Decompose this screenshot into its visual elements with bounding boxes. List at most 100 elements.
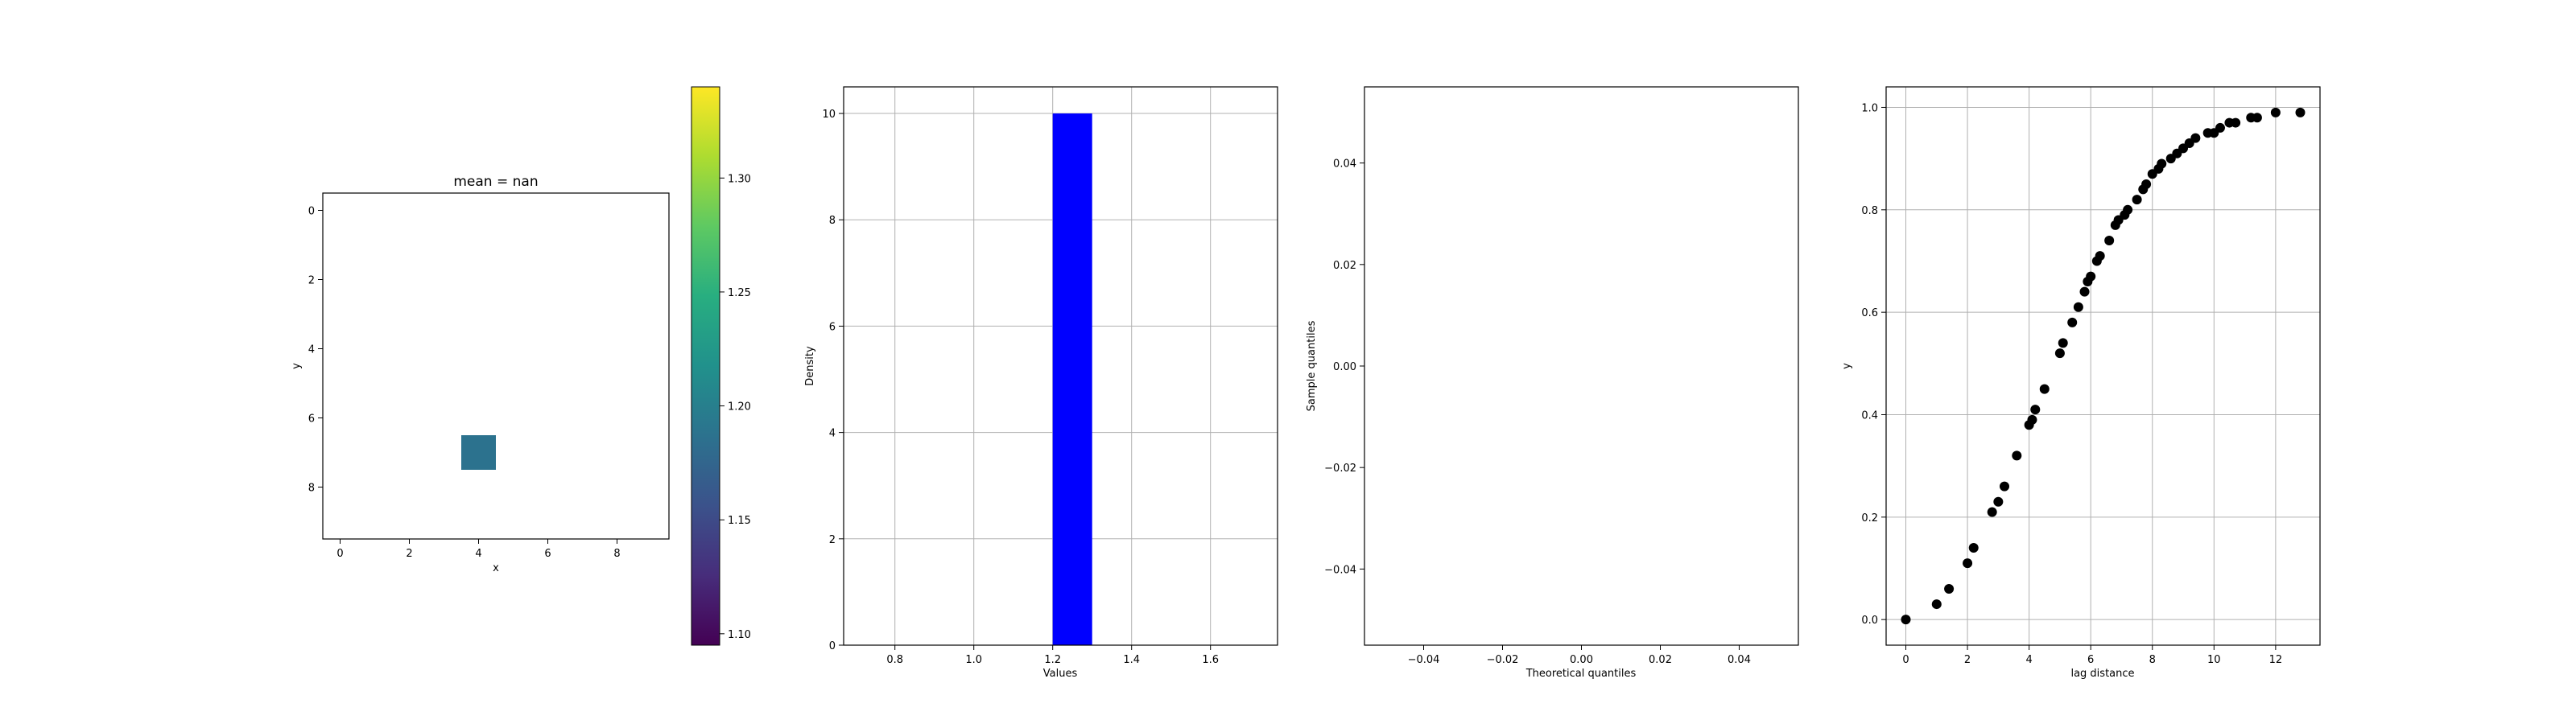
lag-scatter-point (2215, 122, 2225, 133)
heatmap-panel: mean = nan 0 2 4 6 8 0 2 4 6 8 x y (291, 174, 670, 574)
histogram-y-tick-label: 0 (829, 640, 836, 652)
heatmap-x-tick-label: 2 (406, 548, 412, 560)
lag-scatter-y-tick-label: 0.4 (1861, 409, 1878, 422)
heatmap-y-tick-label: 0 (308, 206, 315, 218)
heatmap-x-tick-label: 8 (613, 548, 620, 560)
lag-scatter-xlabel: lag distance (2070, 668, 2134, 680)
heatmap-y-tick-label: 2 (308, 275, 315, 287)
qq-y-tick-label: 0.04 (1333, 158, 1356, 171)
qq-axes: −0.04 −0.02 0.00 0.02 0.04 −0.04 −0.02 0.00 0.02… (1324, 158, 1751, 666)
heatmap-axes: 0 2 4 6 8 0 2 4 6 8 (308, 206, 621, 561)
lag-scatter-y-tick-label: 1.0 (1861, 102, 1878, 114)
histogram-ylabel: Density (804, 346, 816, 386)
histogram-xlabel: Values (1043, 668, 1078, 680)
lag-scatter-point (2095, 251, 2105, 261)
qq-y-tick-label: −0.04 (1324, 564, 1356, 576)
lag-scatter-point (1968, 543, 1979, 553)
heatmap-xlabel: x (493, 562, 499, 574)
lag-scatter-point (2231, 117, 2241, 128)
colorbar-ticks: 1.10 1.15 1.20 1.25 1.30 (720, 173, 751, 641)
histogram-y-tick-label: 2 (829, 534, 836, 546)
lag-scatter-point (2027, 414, 2037, 425)
lag-scatter-point (2054, 348, 2065, 359)
lag-scatter-y-tick-label: 0.8 (1861, 205, 1878, 217)
lag-scatter-grid (1886, 87, 2320, 645)
qq-x-tick-label: −0.04 (1408, 654, 1440, 666)
histogram-frame (843, 86, 1278, 646)
colorbar-tick-label: 1.25 (728, 287, 751, 299)
lag-scatter-point (2190, 133, 2201, 143)
qq-x-tick-label: 0.00 (1570, 654, 1593, 666)
colorbar-tick-label: 1.15 (728, 515, 751, 527)
colorbar-tick-label: 1.20 (728, 401, 751, 413)
colorbar-tick-label: 1.10 (728, 629, 751, 641)
qq-ylabel: Sample quantiles (1306, 320, 1318, 411)
lag-scatter-point (2012, 450, 2022, 461)
lag-scatter-x-tick-label: 6 (2087, 654, 2094, 666)
histogram-x-tick-label: 1.0 (965, 654, 982, 666)
heatmap-y-tick-label: 4 (308, 344, 315, 356)
lag-scatter-point (1944, 583, 1955, 594)
histogram-bar (1052, 113, 1092, 646)
lag-scatter-frame (1885, 86, 2321, 646)
lag-scatter-point (1987, 507, 1997, 517)
lag-scatter-point (2270, 107, 2281, 117)
histogram-x-tick-label: 1.4 (1123, 654, 1140, 666)
lag-scatter-point (1901, 615, 1911, 625)
lag-scatter-point (2295, 107, 2306, 117)
heatmap-x-tick-label: 4 (475, 548, 481, 560)
lag-scatter-point (1963, 558, 1973, 569)
histogram-axes: 0.8 1.0 1.2 1.4 1.6 0 2 4 6 8 10 (822, 109, 1219, 666)
lag-scatter-point (2030, 405, 2041, 415)
qq-y-tick-label: −0.02 (1324, 463, 1356, 475)
lag-scatter-panel: 0 2 4 6 8 10 12 0.0 0.2 0.4 0.6 0.8 1.0 lag distance… (1841, 86, 2321, 680)
heatmap-ylabel: y (291, 363, 303, 369)
lag-scatter-point (2157, 158, 2167, 169)
lag-scatter-x-tick-label: 8 (2149, 654, 2156, 666)
lag-scatter-point (1931, 599, 1942, 610)
lag-scatter-point (2123, 204, 2133, 215)
lag-scatter-point (2104, 236, 2115, 246)
lag-scatter-point (2132, 195, 2142, 205)
lag-scatter-ylabel: y (1841, 363, 1853, 369)
heatmap-y-tick-label: 8 (308, 483, 315, 495)
heatmap-cells (461, 435, 496, 470)
histogram-y-tick-label: 10 (822, 109, 836, 121)
histogram-x-tick-label: 0.8 (886, 654, 903, 666)
lag-scatter-axes: 0 2 4 6 8 10 12 0.0 0.2 0.4 0.6 0.8 1.0 (1861, 102, 2282, 666)
lag-scatter-point (2067, 317, 2078, 327)
lag-scatter-x-tick-label: 2 (1964, 654, 1971, 666)
heatmap-cell (461, 435, 496, 470)
histogram-x-tick-label: 1.6 (1202, 654, 1219, 666)
lag-scatter-point (2000, 481, 2009, 492)
lag-scatter-x-tick-label: 10 (2207, 654, 2221, 666)
heatmap-y-tick-label: 6 (308, 413, 315, 426)
lag-scatter-point (2079, 286, 2090, 297)
lag-scatter-x-tick-label: 12 (2269, 654, 2283, 666)
colorbar-gradient (691, 86, 720, 646)
histogram-y-tick-label: 4 (829, 428, 836, 440)
histogram-panel: 0.8 1.0 1.2 1.4 1.6 0 2 4 6 8 10 Values Density (804, 86, 1278, 680)
lag-scatter-point (2141, 179, 2152, 189)
qq-x-tick-label: 0.04 (1728, 654, 1751, 666)
lag-scatter-x-tick-label: 0 (1902, 654, 1909, 666)
histogram-y-tick-label: 8 (829, 215, 836, 227)
qq-xlabel: Theoretical quantiles (1525, 668, 1637, 680)
qq-y-tick-label: 0.00 (1333, 361, 1356, 373)
lag-scatter-point (1993, 496, 2004, 507)
lag-scatter-point (2073, 302, 2083, 312)
colorbar: 1.10 1.15 1.20 1.25 1.30 (691, 86, 751, 646)
histogram-bars (1052, 113, 1092, 646)
heatmap-frame (322, 192, 670, 540)
heatmap-x-tick-label: 0 (336, 548, 343, 560)
lag-scatter-point (2086, 271, 2096, 282)
qq-y-tick-label: 0.02 (1333, 260, 1356, 272)
lag-scatter-points (1901, 107, 2306, 625)
lag-scatter-y-tick-label: 0.0 (1861, 615, 1878, 627)
qq-frame (1364, 86, 1799, 646)
qq-panel: −0.04 −0.02 0.00 0.02 0.04 −0.04 −0.02 0.00 0.02… (1306, 86, 1799, 680)
qq-x-tick-label: −0.02 (1487, 654, 1519, 666)
heatmap-x-tick-label: 6 (544, 548, 551, 560)
lag-scatter-point (2058, 338, 2068, 348)
